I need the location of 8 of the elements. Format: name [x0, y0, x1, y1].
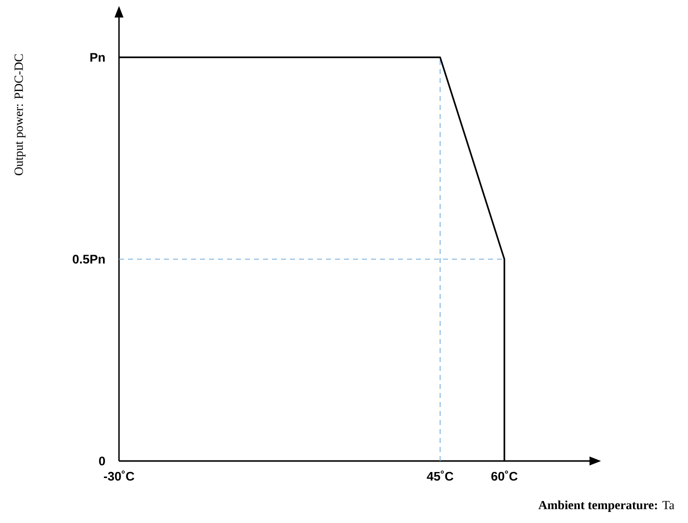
x-axis-title: Ambient temperature: Ta: [538, 500, 674, 512]
y-tick-label: 0: [99, 456, 105, 466]
x-tick-label: 60˚C: [491, 470, 518, 481]
y-tick-label: 0.5Pn: [72, 254, 105, 264]
x-tick-label: -30˚C: [104, 470, 134, 481]
y-axis-title: Output power: PDC-DC: [14, 54, 26, 176]
y-tick-label: Pn: [90, 53, 105, 62]
x-tick-label: 45˚C: [426, 470, 454, 481]
